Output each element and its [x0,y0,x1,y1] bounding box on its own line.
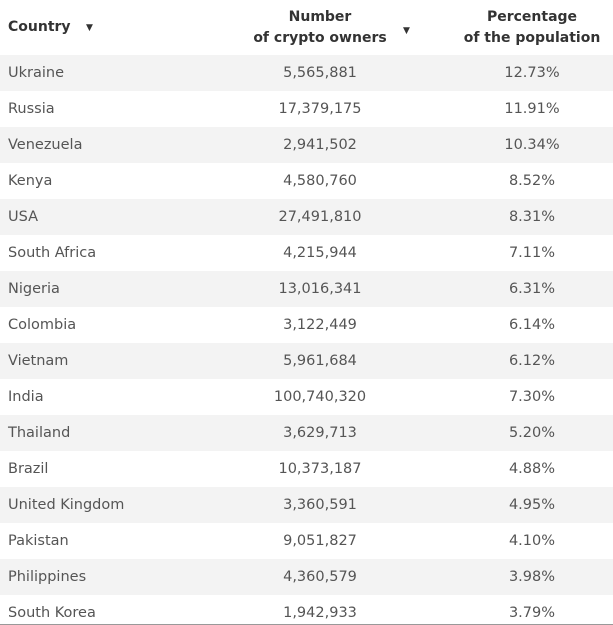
table-cell: 5.20% [508,425,556,441]
table-cell: 3.98% [508,569,556,585]
table-cell: 3,360,591 [283,497,357,513]
table-cell: Russia [8,101,55,117]
table-cell: South Africa [8,245,97,261]
table-cell: United Kingdom [8,497,125,513]
table-row: Kenya 4,580,760 8.52% [0,163,613,199]
table-cell: 5,961,684 [283,353,357,369]
table-row: South Korea 1,942,933 3.79% [0,595,613,624]
table-cell: 100,740,320 [273,389,367,405]
table-row: USA 27,491,810 8.31% [0,199,613,235]
table-cell: 3.79% [508,605,556,621]
table-row: Venezuela 2,941,502 10.34% [0,127,613,163]
table-row: Vietnam 5,961,684 6.12% [0,343,613,379]
table-cell: 1,942,933 [283,605,357,621]
table-cell: USA [8,209,39,225]
table-row: Russia 17,379,175 11.91% [0,91,613,127]
header-cell[interactable]: Country [8,0,71,55]
sort-arrow[interactable]: ▼ [86,23,93,33]
table-cell: India [8,389,44,405]
table-cell: Pakistan [8,533,69,549]
header-text: of the population [463,29,601,46]
table-row: Philippines 4,360,579 3.98% [0,559,613,595]
table-row: Brazil 10,373,187 4.88% [0,451,613,487]
table-row: Thailand 3,629,713 5.20% [0,415,613,451]
table-cell: 7.11% [508,245,556,261]
table-cell: 2,941,502 [283,137,357,153]
table-row: India 100,740,320 7.30% [0,379,613,415]
table-cell: 8.31% [508,209,556,225]
table-cell: Brazil [8,461,49,477]
table-cell: 12.73% [504,65,560,81]
header-cell[interactable]: Number of crypto owners [230,0,410,55]
table-cell: 4,580,760 [283,173,357,189]
header-text: Percentage [486,8,578,25]
table-cell: Thailand [8,425,71,441]
table-cell: Venezuela [8,137,83,153]
table-row: South Africa 4,215,944 7.11% [0,235,613,271]
header-cell[interactable]: Percentage of the population [452,0,612,55]
table-cell: 3,629,713 [283,425,357,441]
table-row: Pakistan 9,051,827 4.10% [0,523,613,559]
table-cell: 10.34% [504,137,560,153]
table-header: Country ▼ Number of crypto owners ▼ Perc… [0,0,613,55]
table-cell: 11.91% [504,101,560,117]
table-cell: Ukraine [8,65,64,81]
table-cell: Kenya [8,173,53,189]
header-text: of crypto owners [253,29,387,46]
table-cell: 4.95% [508,497,556,513]
table-cell: 4.10% [508,533,556,549]
table-cell: 7.30% [508,389,556,405]
table-cell: 27,491,810 [278,209,362,225]
table-cell: 9,051,827 [283,533,357,549]
header-text: Number [288,8,352,25]
table-cell: Philippines [8,569,87,585]
table-cell: 10,373,187 [278,461,362,477]
table-cell: 4,360,579 [283,569,357,585]
table-cell: Colombia [8,317,77,333]
table-cell: 17,379,175 [278,101,362,117]
table-cell: 3,122,449 [283,317,357,333]
table-cell: 13,016,341 [278,281,362,297]
table-cell: 5,565,881 [283,65,357,81]
table-cell: 6.12% [508,353,556,369]
table-cell: 8.52% [508,173,556,189]
table-row: Colombia 3,122,449 6.14% [0,307,613,343]
table-cell: Nigeria [8,281,60,297]
header-text: Country [8,19,71,35]
table-row: Nigeria 13,016,341 6.31% [0,271,613,307]
table-cell: 4,215,944 [283,245,357,261]
table-cell: Vietnam [8,353,69,369]
sort-arrow[interactable]: ▼ [403,26,410,36]
table-cell: 4.88% [508,461,556,477]
table-cell: 6.14% [508,317,556,333]
table-cell: South Korea [8,605,96,621]
table-row: Ukraine 5,565,881 12.73% [0,55,613,91]
table-cell: 6.31% [508,281,556,297]
table-row: United Kingdom 3,360,591 4.95% [0,487,613,523]
